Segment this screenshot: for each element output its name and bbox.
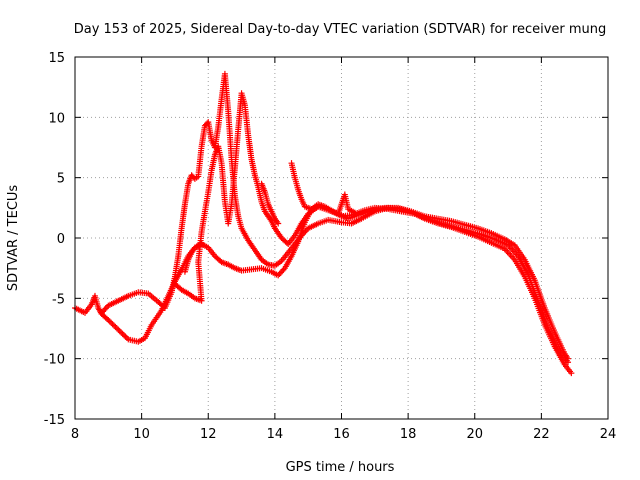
y-tick-label: 0 xyxy=(57,232,65,247)
x-tick-label: 22 xyxy=(533,427,550,442)
data-point xyxy=(119,330,126,337)
series-track-6 xyxy=(181,239,205,275)
x-tick-label: 8 xyxy=(71,427,79,442)
data-point xyxy=(115,326,122,333)
data-point xyxy=(122,333,129,340)
data-point xyxy=(118,329,125,336)
x-tick-label: 16 xyxy=(333,427,350,442)
chart-title: Day 153 of 2025, Sidereal Day-to-day VTE… xyxy=(74,22,607,37)
series-track-4 xyxy=(288,160,358,217)
x-tick-label: 10 xyxy=(133,427,150,442)
y-tick-label: 5 xyxy=(57,172,65,187)
series-track-5 xyxy=(258,180,282,227)
x-tick-label: 14 xyxy=(267,427,284,442)
data-point xyxy=(568,370,575,377)
y-tick-label: -15 xyxy=(44,413,65,428)
data-point xyxy=(351,209,358,216)
data-point xyxy=(112,323,119,330)
series-track-3 xyxy=(171,90,572,362)
y-tick-label: -5 xyxy=(52,292,65,307)
x-tick-label: 12 xyxy=(200,427,217,442)
y-tick-label: 10 xyxy=(48,111,65,126)
data-point xyxy=(121,332,128,339)
series-track-1 xyxy=(72,201,575,377)
data-point xyxy=(565,355,572,362)
y-tick-label: -10 xyxy=(44,353,65,368)
x-tick-label: 18 xyxy=(400,427,417,442)
data-point xyxy=(275,220,282,227)
x-axis-label: GPS time / hours xyxy=(286,460,395,475)
series-track-2 xyxy=(98,70,572,366)
data-point xyxy=(109,321,116,328)
y-axis-label: SDTVAR / TECUs xyxy=(6,185,21,292)
data-point xyxy=(108,319,115,326)
tick-layer: 8 10 12 14 16 18 20 22 24 -15 -10 -5 0 5 10 15 xyxy=(44,51,617,442)
x-tick-label: 24 xyxy=(600,427,617,442)
plot-frame xyxy=(74,56,609,420)
y-tick-label: 15 xyxy=(48,51,65,66)
data-point xyxy=(113,325,120,332)
data-marks xyxy=(72,70,575,377)
grid-layer xyxy=(75,57,608,419)
data-point xyxy=(198,239,205,246)
data-point xyxy=(116,328,123,335)
x-tick-label: 20 xyxy=(466,427,483,442)
data-point xyxy=(111,322,118,329)
